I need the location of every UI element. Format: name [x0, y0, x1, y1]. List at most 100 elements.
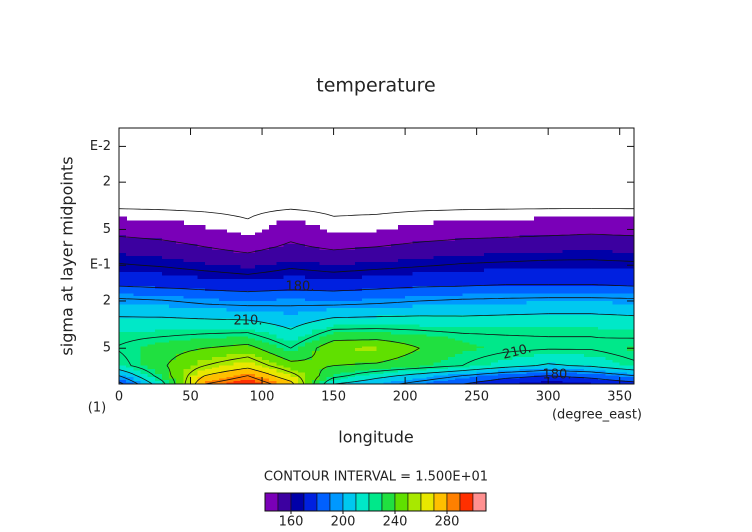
contour-fill [247, 336, 256, 340]
contour-fill [276, 256, 285, 260]
contour-fill [426, 311, 435, 316]
contour-fill [419, 362, 428, 367]
contour-fill [126, 367, 134, 370]
contour-fill [505, 262, 514, 266]
contour-fill [262, 279, 270, 284]
contour-fill [512, 249, 521, 254]
contour-fill [304, 291, 313, 295]
contour-fill [219, 321, 227, 325]
contour-fill [140, 225, 149, 231]
contour-fill [140, 265, 149, 270]
contour-fill [369, 336, 378, 340]
contour-fill [211, 252, 220, 257]
contour-fill [147, 296, 156, 300]
contour-fill [347, 259, 356, 263]
contour-fill [247, 375, 256, 378]
contour-fill [498, 220, 506, 226]
contour-fill [448, 272, 456, 277]
contour-fill [541, 351, 549, 355]
contour-fill [533, 362, 542, 367]
contour-fill [283, 259, 292, 263]
contour-fill [140, 381, 149, 384]
contour-fill [283, 321, 292, 325]
contour-fill [541, 379, 549, 382]
contour-fill [605, 379, 614, 382]
contour-fill [247, 362, 256, 367]
contour-fill [591, 362, 599, 367]
contour-fill [390, 241, 399, 245]
contour-fill [426, 249, 435, 254]
contour-fill [555, 370, 564, 373]
contour-fill [304, 235, 313, 239]
contour-fill [533, 300, 542, 306]
contour-fill [426, 336, 435, 340]
contour-fill [169, 268, 177, 273]
contour-fill [390, 298, 399, 302]
contour-fill [176, 362, 184, 367]
contour-fill [269, 346, 277, 349]
contour-fill [240, 338, 249, 342]
contour-fill [419, 356, 428, 361]
contour-fill [326, 256, 335, 260]
colorbar-frame [264, 492, 487, 512]
contour-fill [548, 238, 556, 242]
contour-line [419, 264, 441, 267]
contour-fill [283, 354, 292, 358]
contour-fill [190, 256, 199, 260]
contour-fill [190, 334, 199, 338]
contour-fill [419, 241, 428, 245]
contour-fill [555, 220, 564, 226]
contour-fill [290, 359, 299, 364]
contour-fill [326, 304, 335, 309]
contour-fill [405, 298, 413, 302]
contour-fill [219, 348, 227, 352]
contour-fill [397, 318, 406, 323]
contour-line [247, 319, 261, 323]
contour-fill [347, 334, 356, 338]
contour-fill [211, 249, 220, 254]
contour-fill [548, 229, 556, 233]
contour-fill [161, 324, 170, 328]
contour-fill [376, 243, 385, 248]
contour-fill [126, 307, 134, 313]
contour-fill [505, 268, 514, 273]
contour-fill [440, 375, 449, 378]
contour-fill [519, 241, 528, 245]
contour-fill [369, 252, 378, 257]
contour-fill [154, 275, 163, 280]
contour-fill [204, 329, 213, 333]
contour-fill [211, 344, 220, 347]
contour-fill [197, 259, 206, 263]
contour-fill [169, 249, 177, 254]
contour-fill [211, 275, 220, 280]
contour-fill [519, 346, 528, 349]
contour-fill [262, 324, 270, 328]
contour-fill [476, 265, 485, 270]
contour-fill [262, 326, 270, 330]
contour-fill [612, 365, 621, 368]
contour-fill [340, 346, 349, 349]
contour-fill [290, 362, 299, 367]
contour-line [297, 375, 305, 385]
contour-fill [304, 342, 313, 346]
contour-fill [276, 262, 285, 266]
contour-fill [448, 314, 456, 319]
contour-fill [455, 229, 463, 233]
contour-fill [190, 351, 199, 355]
contour-fill [219, 344, 227, 347]
contour-fill [290, 286, 299, 290]
contour-fill [376, 367, 385, 370]
contour-fill [476, 365, 485, 368]
contour-fill [247, 265, 256, 270]
contour-fill [312, 362, 320, 367]
contour-fill [204, 359, 213, 364]
contour-line [140, 264, 162, 268]
contour-fill [262, 379, 270, 382]
contour-fill [440, 311, 449, 316]
contour-fill [619, 225, 628, 231]
contour-fill [440, 225, 449, 231]
contour-fill [197, 346, 206, 349]
contour-fill [505, 304, 514, 309]
contour-fill [312, 243, 320, 248]
contour-fill [197, 256, 206, 260]
